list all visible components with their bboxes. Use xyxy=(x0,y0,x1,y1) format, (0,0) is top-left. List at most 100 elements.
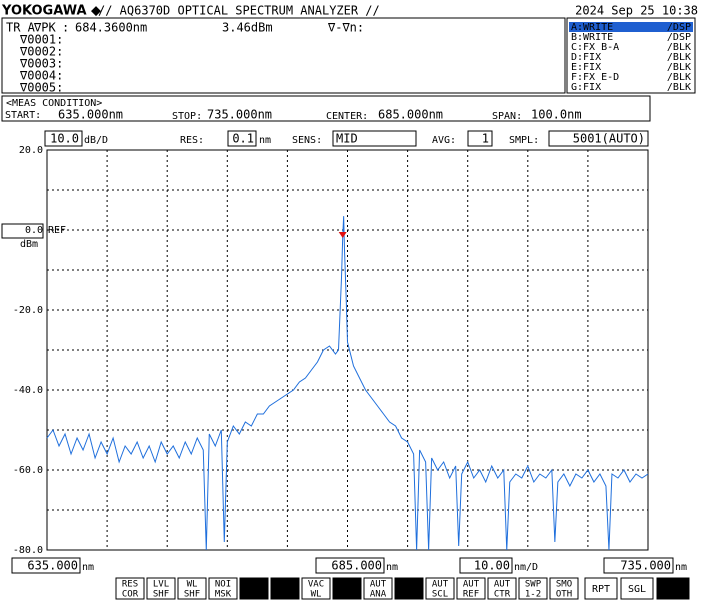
res-label: RES: xyxy=(180,135,204,146)
soft-button-label: ZOM xyxy=(246,590,263,600)
plot-frame xyxy=(46,149,649,551)
key-button-label: STP xyxy=(664,584,682,595)
soft-button-label: ANA xyxy=(370,590,387,600)
soft-button[interactable] xyxy=(239,577,269,600)
soft-button[interactable] xyxy=(115,577,145,600)
scale-unit: dB/D xyxy=(84,135,108,146)
trace-state[interactable]: /DSP xyxy=(667,22,691,33)
soft-button-label: NOI xyxy=(215,580,231,590)
trace-label[interactable]: G:FIX xyxy=(571,82,601,93)
soft-button[interactable] xyxy=(487,577,517,600)
soft-button-label: SHF xyxy=(153,590,169,600)
soft-button[interactable] xyxy=(363,577,393,600)
marker-delta: ∇-∇n: xyxy=(327,21,364,35)
soft-button[interactable] xyxy=(146,577,176,600)
span-box[interactable] xyxy=(459,557,513,574)
soft-button[interactable] xyxy=(177,577,207,600)
trace-state[interactable]: /BLK xyxy=(667,72,691,83)
smpl-label: SMPL: xyxy=(509,135,539,146)
soft-button[interactable] xyxy=(518,577,548,600)
meas-label: START: xyxy=(5,110,41,121)
soft-button[interactable] xyxy=(332,577,362,600)
soft-button-label: COR xyxy=(122,590,139,600)
y-tick-label: -80.0 xyxy=(13,545,43,556)
start-unit: nm xyxy=(82,562,94,573)
meas-title: <MEAS CONDITION> xyxy=(6,98,102,109)
soft-button-label: WL xyxy=(311,590,322,600)
soft-button-label: LVL xyxy=(153,580,169,590)
marker-level: 3.46dBm xyxy=(222,21,273,35)
soft-button-label: AUT xyxy=(401,580,418,590)
trace-label[interactable]: A:WRITE xyxy=(571,22,613,33)
marker-line: ∇0004: xyxy=(19,69,63,83)
meas-value: 735.000nm xyxy=(207,108,272,122)
marker-sep: : xyxy=(62,21,69,35)
soft-button[interactable] xyxy=(301,577,331,600)
soft-button-label: SRC xyxy=(277,580,293,590)
key-button[interactable] xyxy=(584,577,618,600)
stop-unit: nm xyxy=(675,562,687,573)
trace-label[interactable]: C:FX B-A xyxy=(571,42,619,53)
soft-button-label: SHF xyxy=(184,590,200,600)
soft-button-label: SMO xyxy=(556,580,572,590)
soft-button-label: SRC xyxy=(401,590,417,600)
trace-state[interactable]: /BLK xyxy=(667,52,691,63)
smpl-box[interactable] xyxy=(548,130,649,147)
scale-box[interactable] xyxy=(44,130,83,147)
marker-line: ∇0002: xyxy=(19,45,63,59)
sens-box[interactable] xyxy=(332,130,417,147)
marker-wavelength: 684.3600nm xyxy=(75,21,147,35)
soft-button-label: AUT xyxy=(370,580,387,590)
center-box[interactable] xyxy=(315,557,385,574)
meas-panel xyxy=(1,95,651,122)
trace-state[interactable]: /BLK xyxy=(667,62,691,73)
soft-button[interactable] xyxy=(208,577,238,600)
soft-button-label: CTR xyxy=(494,590,511,600)
meas-value: 635.000nm xyxy=(58,108,123,122)
y-tick-label: -60.0 xyxy=(13,465,43,476)
brand: YOKOGAWA ◆ xyxy=(1,4,101,19)
soft-button-label: SCL xyxy=(432,590,448,600)
soft-button-label: SRC xyxy=(246,580,262,590)
meas-value: 100.0nm xyxy=(531,108,582,122)
stop-box[interactable] xyxy=(603,557,674,574)
trace-state[interactable]: /BLK xyxy=(667,42,691,53)
span-value: 10.00 xyxy=(474,559,510,573)
soft-button-label: VAC xyxy=(308,580,324,590)
key-button-label: SGL xyxy=(628,584,646,595)
sens-label: SENS: xyxy=(292,135,322,146)
trace-label[interactable]: B:WRITE xyxy=(571,32,613,43)
meas-value: 685.000nm xyxy=(378,108,443,122)
trace-state[interactable]: /BLK xyxy=(667,82,691,93)
avg-box[interactable] xyxy=(467,130,493,147)
start-box[interactable] xyxy=(11,557,81,574)
soft-button[interactable] xyxy=(549,577,579,600)
avg-value: 1 xyxy=(482,132,489,146)
trace-label[interactable]: F:FX E-D xyxy=(571,72,619,83)
soft-button[interactable] xyxy=(425,577,455,600)
res-box[interactable] xyxy=(227,130,257,147)
key-button[interactable] xyxy=(620,577,654,600)
y-tick-label: 0.0 xyxy=(25,225,43,236)
trace-state[interactable]: /DSP xyxy=(667,32,691,43)
trace-label[interactable]: E:FIX xyxy=(571,62,601,73)
soft-button-label: MSK xyxy=(215,590,232,600)
soft-button-label: 1-2 xyxy=(277,590,293,600)
trace-label[interactable]: D:FIX xyxy=(571,52,601,63)
ref-box[interactable] xyxy=(1,223,44,239)
meas-label: SPAN: xyxy=(492,111,522,122)
soft-button-label: SWP xyxy=(525,580,542,590)
marker-line: ∇0005: xyxy=(19,81,63,95)
marker-mode: ∇PK xyxy=(33,21,56,35)
key-button[interactable] xyxy=(656,577,690,600)
soft-button[interactable] xyxy=(270,577,300,600)
meas-label: CENTER: xyxy=(326,111,368,122)
y-tick-label: -40.0 xyxy=(13,385,43,396)
ref-unit: dBm xyxy=(20,239,38,250)
soft-button-label: AUT xyxy=(494,580,511,590)
soft-button[interactable] xyxy=(456,577,486,600)
center-unit: nm xyxy=(386,562,398,573)
soft-button[interactable] xyxy=(394,577,424,600)
soft-button-label: AUT xyxy=(339,580,356,590)
